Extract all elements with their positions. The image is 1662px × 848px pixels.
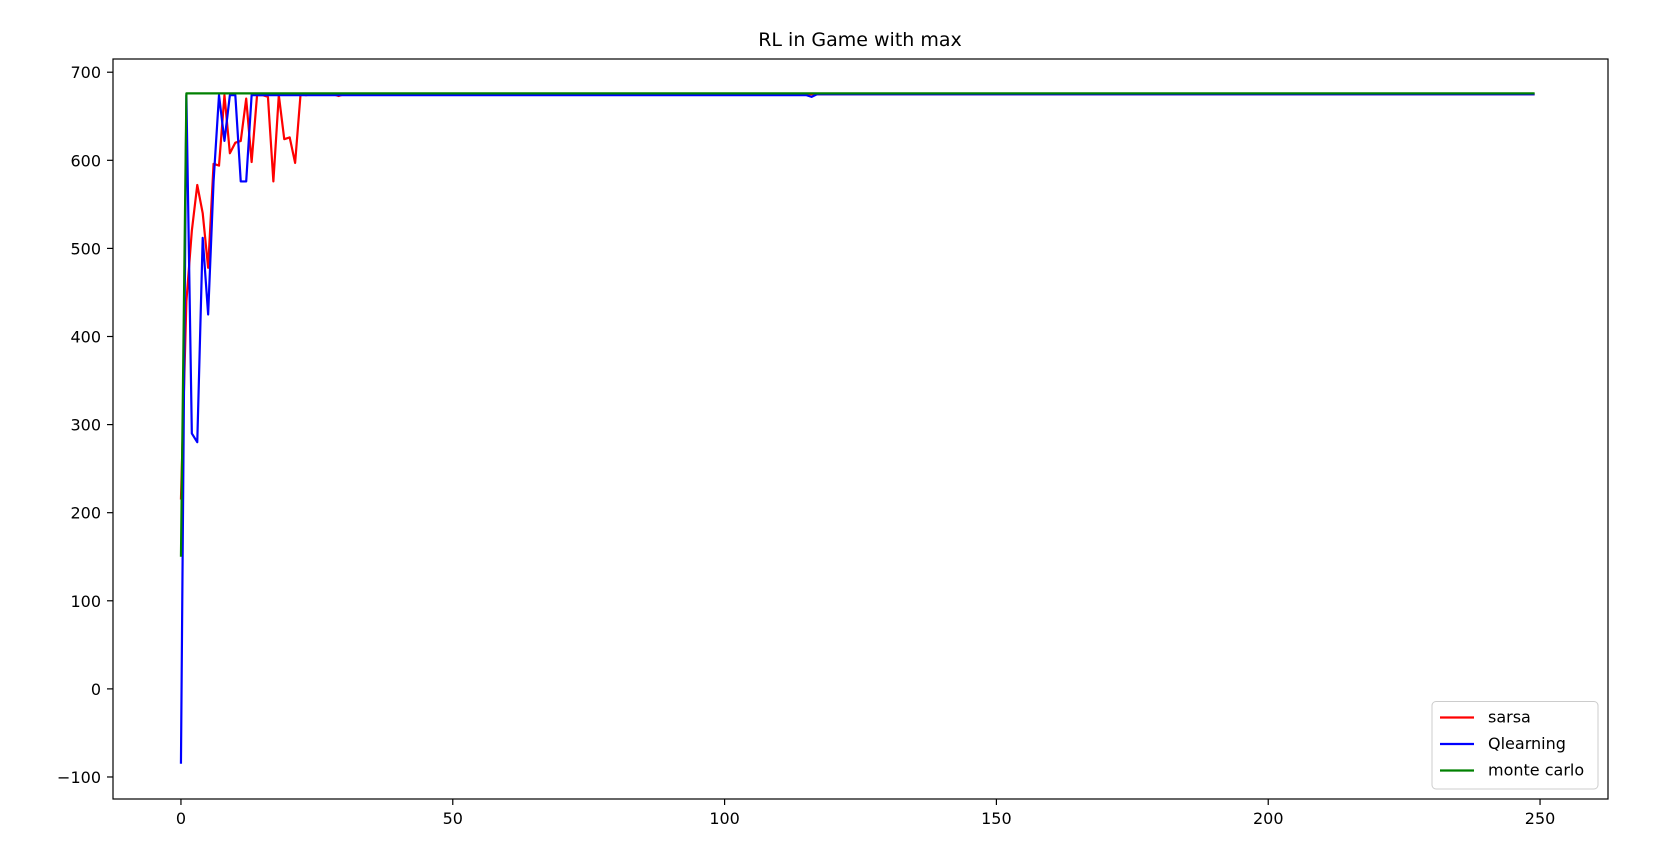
- x-tick-label: 50: [443, 809, 463, 828]
- y-tick-label: 600: [70, 151, 101, 170]
- plot-frame: [112, 58, 1609, 800]
- series-layer: [179, 92, 1535, 764]
- y-tick-label: 300: [70, 416, 101, 435]
- x-tick-label: 250: [1525, 809, 1556, 828]
- y-tick-label: 500: [70, 239, 101, 258]
- x-tick-label: 150: [981, 809, 1012, 828]
- series-line-sarsa: [179, 93, 1535, 500]
- legend-label: sarsa: [1488, 708, 1531, 727]
- legend: sarsa Qlearning monte carlo: [1431, 701, 1599, 790]
- series-line-qlearning: [179, 93, 1535, 764]
- y-tick-label: 200: [70, 504, 101, 523]
- legend-box: [1431, 701, 1599, 790]
- x-axis: 0 50 100 150 200 250: [176, 799, 1555, 828]
- x-tick-label: 200: [1253, 809, 1284, 828]
- x-tick-label: 0: [176, 809, 186, 828]
- series-line-monte-carlo: [179, 92, 1535, 557]
- y-axis: −100 0 100 200 300 400 500 600 700: [57, 63, 113, 787]
- legend-label: Qlearning: [1488, 734, 1566, 753]
- legend-label: monte carlo: [1488, 761, 1584, 780]
- x-tick-label: 100: [709, 809, 740, 828]
- y-tick-label: −100: [57, 768, 101, 787]
- y-tick-label: 100: [70, 592, 101, 611]
- chart-title: RL in Game with max: [758, 29, 962, 51]
- y-tick-label: 0: [91, 680, 101, 699]
- y-tick-label: 700: [70, 63, 101, 82]
- y-tick-label: 400: [70, 328, 101, 347]
